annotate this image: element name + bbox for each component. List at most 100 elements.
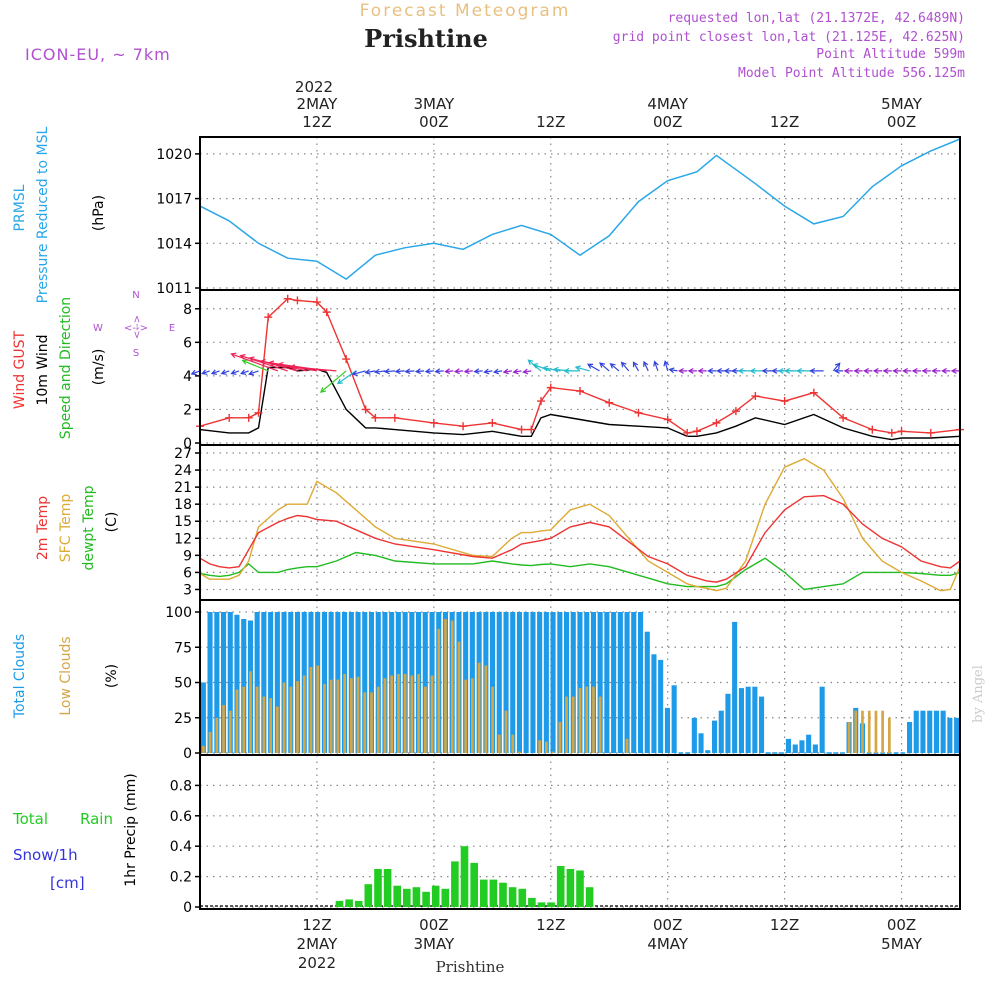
gust-marker [293,296,302,305]
y-tick-label: 24 [174,463,192,479]
y-tick-label: 1014 [156,236,192,252]
low-cloud-bar [235,689,239,753]
total-cloud-bar [362,612,368,753]
top-axis-label: 5MAY [881,95,923,113]
rain-bar [460,846,469,907]
gust-marker [312,298,321,307]
low-cloud-bar [397,674,400,753]
gust-marker [663,415,672,424]
low-cloud-bar [249,671,252,753]
total-cloud-bar [597,612,603,753]
temp-label-2m: 2m Temp [35,496,51,560]
top-axis-label: 12Z [536,113,565,131]
compass-north: N [132,290,139,301]
requested-lonlat: requested lon,lat (21.1372E, 42.6489N) [668,11,965,26]
total-cloud-bar [207,612,213,753]
low-cloud-bar [511,734,515,753]
y-tick-label: 0.8 [170,778,192,794]
wind-arrow [319,370,347,393]
low-cloud-bar [323,683,326,753]
total-cloud-bar [705,750,711,753]
wind-unit: (m/s) [91,349,107,386]
wind-arrow [620,361,630,372]
wind-arrow [210,369,220,375]
total-cloud-bar [658,659,664,753]
rain-bar [441,888,450,907]
low-cloud-bar [417,674,420,753]
total-cloud-bar [516,612,522,753]
total-cloud-bar [375,612,381,753]
wind-arrow [374,368,386,375]
low-cloud-bar [424,686,427,753]
wind-arrow [931,367,941,374]
wind-arrow [911,367,921,374]
low-cloud-bar [329,679,333,753]
low-cloud-bar [578,688,582,753]
gust-marker [926,428,935,437]
gust-marker [605,398,614,407]
total-cloud-bar [570,612,576,753]
total-cloud-bar [557,612,563,753]
wind-arrow [522,368,532,375]
wind-frame [199,289,961,446]
wind-arrow [434,368,444,375]
point-altitude: Point Altitude 599m [816,47,965,62]
top-axis-label: 4MAY [647,95,689,113]
y-tick-label: 0 [183,436,192,452]
rain-bar [508,887,517,907]
wind-arrow [809,367,824,374]
wind-arrow [653,360,659,372]
total-cloud-bar [227,612,233,753]
low-cloud-bar [276,706,279,753]
low-cloud-bar [538,740,541,753]
bottom-axis-label: 4MAY [647,935,689,953]
low-cloud-bar [874,710,878,753]
total-cloud-bar [947,717,953,754]
low-cloud-bar [262,696,266,753]
precip-frame [199,754,961,910]
y-tick-label: 1020 [156,147,192,163]
low-cloud-bar [881,710,884,753]
top-axis-label: 3MAY [413,95,455,113]
top-year: 2022 [295,78,333,96]
wind-arrow [512,368,522,375]
rain-bar [412,887,421,907]
wind-arrow [902,367,912,374]
wind-series [196,294,964,441]
low-cloud-bar [222,705,225,753]
low-cloud-bar [255,686,259,753]
wind-speed-line [199,366,961,441]
clouds-bars [200,612,960,754]
low-cloud-bar [403,674,407,753]
y-tick-label: 1017 [156,192,192,208]
rain-bar [470,862,478,907]
total-cloud-bar [792,744,798,753]
low-cloud-bar [410,675,414,753]
total-cloud-bar [611,612,617,753]
gust-marker [692,427,701,436]
gust-marker [342,355,351,364]
low-cloud-bar [861,710,864,753]
rain-bar [335,900,344,907]
clouds-panel: 0 25 50 75 100 Total Clouds Low Clouds (%) b… [12,600,986,762]
gust-marker [634,408,643,417]
pressure-panel: 1011 1014 1017 1020 PRMSL Pressure Reduced … [12,126,961,303]
bottom-axis-label: 12Z [536,916,565,934]
precip-panel: 0 0.2 0.4 0.6 0.8 Total Rain Snow/1h [cm] 1h… [12,755,960,916]
wind-label-10m: 10m Wind [35,334,51,405]
rain-bar [393,885,401,907]
wind-arrow [892,367,902,374]
sfc-temp-line [199,457,961,592]
precip-label-cm: [cm] [50,874,85,892]
total-cloud-bar [368,612,374,753]
total-cloud-bar [503,612,509,753]
wind-arrow [941,367,951,374]
product-title: Forecast Meteogram [360,1,571,21]
total-cloud-bar [564,612,570,753]
bottom-axis-label: 00Z [887,916,916,934]
total-cloud-bar [907,722,913,753]
gust-marker [751,392,760,401]
gust-marker [390,413,399,422]
low-cloud-bar [497,734,501,753]
